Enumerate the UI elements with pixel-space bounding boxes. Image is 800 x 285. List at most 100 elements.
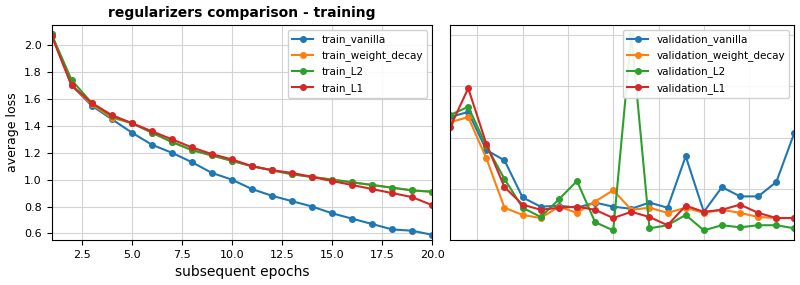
train_weight_decay [207, 154, 217, 157]
validation_vanilla [518, 196, 527, 199]
train_vanilla [267, 194, 277, 198]
validation_weight_decay [681, 206, 690, 209]
train_vanilla [107, 117, 117, 121]
Legend: validation_vanilla, validation_weight_decay, validation_L2, validation_L1: validation_vanilla, validation_weight_de… [623, 30, 790, 98]
train_weight_decay [227, 159, 237, 162]
validation_weight_decay [754, 215, 763, 219]
Title: regularizers comparison - training: regularizers comparison - training [108, 5, 376, 20]
train_L2 [67, 78, 77, 82]
train_L1 [187, 146, 197, 149]
train_vanilla [227, 178, 237, 181]
validation_L1 [626, 210, 636, 213]
validation_vanilla [572, 206, 582, 209]
validation_L1 [754, 211, 763, 215]
train_L1 [127, 121, 137, 125]
train_L1 [46, 34, 56, 37]
train_L1 [427, 203, 437, 207]
train_vanilla [347, 217, 357, 220]
train_L1 [387, 191, 397, 195]
validation_L2 [699, 229, 709, 232]
train_L2 [367, 183, 377, 187]
validation_L2 [518, 206, 527, 209]
validation_vanilla [681, 154, 690, 158]
train_weight_decay [327, 178, 337, 181]
train_L2 [46, 32, 56, 36]
train_L2 [227, 159, 237, 162]
train_weight_decay [407, 189, 417, 192]
train_L2 [167, 140, 177, 144]
Line: validation_vanilla: validation_vanilla [447, 109, 798, 215]
train_L2 [407, 189, 417, 192]
validation_L1 [572, 205, 582, 208]
validation_vanilla [626, 207, 636, 210]
validation_L2 [536, 215, 546, 219]
validation_vanilla [482, 148, 491, 152]
Y-axis label: average loss: average loss [6, 93, 18, 172]
validation_weight_decay [717, 208, 726, 211]
train_weight_decay [167, 140, 177, 144]
validation_weight_decay [482, 156, 491, 160]
validation_weight_decay [536, 216, 546, 220]
train_vanilla [46, 32, 56, 36]
validation_weight_decay [699, 211, 709, 215]
validation_L1 [717, 208, 726, 211]
train_L1 [167, 138, 177, 141]
validation_L2 [790, 227, 799, 230]
train_L2 [387, 186, 397, 190]
train_weight_decay [107, 116, 117, 119]
train_weight_decay [287, 172, 297, 176]
validation_vanilla [554, 204, 564, 207]
train_vanilla [87, 104, 97, 107]
train_vanilla [207, 171, 217, 175]
validation_vanilla [536, 205, 546, 208]
train_vanilla [307, 205, 317, 208]
validation_weight_decay [554, 205, 564, 208]
validation_L2 [771, 223, 781, 227]
Line: validation_L1: validation_L1 [447, 86, 798, 228]
train_L2 [287, 172, 297, 176]
validation_vanilla [717, 186, 726, 189]
Legend: train_vanilla, train_weight_decay, train_L2, train_L1: train_vanilla, train_weight_decay, train… [288, 30, 427, 98]
train_weight_decay [307, 175, 317, 179]
train_L1 [247, 164, 257, 168]
Line: validation_weight_decay: validation_weight_decay [447, 114, 798, 221]
validation_L2 [645, 227, 654, 230]
train_L2 [127, 121, 137, 125]
Line: train_weight_decay: train_weight_decay [49, 32, 435, 194]
validation_L1 [518, 203, 527, 206]
validation_L1 [645, 215, 654, 219]
validation_L2 [609, 229, 618, 232]
validation_L1 [554, 206, 564, 209]
train_L2 [187, 148, 197, 152]
train_vanilla [387, 228, 397, 231]
train_vanilla [127, 131, 137, 134]
validation_L2 [446, 113, 455, 117]
validation_L1 [536, 208, 546, 211]
validation_weight_decay [572, 211, 582, 215]
validation_L1 [735, 203, 745, 206]
Line: train_L2: train_L2 [49, 32, 435, 194]
train_L1 [207, 152, 217, 156]
train_weight_decay [427, 190, 437, 194]
train_L2 [427, 190, 437, 194]
train_L1 [227, 158, 237, 161]
validation_weight_decay [609, 188, 618, 192]
train_vanilla [187, 160, 197, 164]
validation_vanilla [699, 210, 709, 213]
train_vanilla [167, 151, 177, 154]
validation_weight_decay [645, 206, 654, 209]
validation_L1 [771, 216, 781, 220]
train_L1 [307, 175, 317, 179]
train_L1 [147, 129, 157, 133]
validation_L2 [500, 177, 510, 181]
train_L1 [407, 196, 417, 199]
validation_vanilla [662, 206, 672, 209]
train_L2 [87, 101, 97, 105]
validation_L2 [754, 223, 763, 227]
validation_weight_decay [518, 213, 527, 217]
train_vanilla [247, 187, 257, 191]
train_vanilla [67, 84, 77, 87]
validation_L1 [500, 186, 510, 189]
train_weight_decay [267, 168, 277, 172]
train_L2 [267, 168, 277, 172]
